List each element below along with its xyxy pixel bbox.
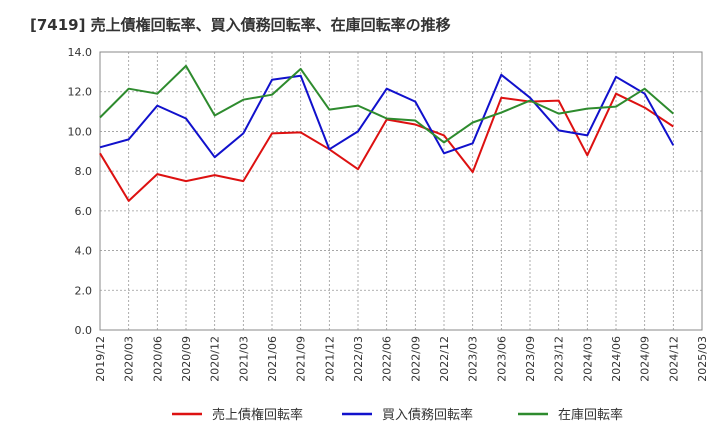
series-line-1: [99, 73, 675, 159]
series-line-2: [99, 64, 674, 144]
x-tick-label: 2023/09: [524, 336, 537, 382]
y-tick-label: 2.0: [75, 284, 93, 297]
x-tick-label: 2022/06: [381, 336, 394, 382]
legend-label-2: 在庫回転率: [558, 407, 623, 423]
x-tick-label: 2021/09: [295, 336, 308, 382]
y-tick-label: 8.0: [75, 165, 93, 178]
x-tick-label: 2020/12: [209, 336, 222, 382]
x-tick-label: 2025/03: [696, 336, 709, 382]
x-tick-label: 2020/03: [123, 336, 136, 382]
y-tick-label: 14.0: [68, 46, 93, 59]
x-tick-label: 2022/12: [438, 336, 451, 382]
x-tick-label: 2024/03: [581, 336, 594, 382]
x-tick-label: 2024/12: [667, 336, 680, 382]
y-tick-label: 6.0: [75, 205, 93, 218]
series-layer: [99, 64, 675, 202]
y-tick-label: 12.0: [68, 86, 93, 99]
legend-label-0: 売上債権回転率: [212, 407, 303, 423]
x-tick-label: 2021/03: [237, 336, 250, 382]
x-tick-label: 2020/06: [151, 336, 164, 382]
x-tick-label: 2024/06: [610, 336, 623, 382]
x-tick-label: 2021/06: [266, 336, 279, 382]
y-tick-label: 4.0: [75, 245, 93, 258]
x-tick-label: 2020/09: [180, 336, 193, 382]
x-tick-label: 2023/12: [553, 336, 566, 382]
grid-layer: [99, 51, 703, 331]
x-tick-label: 2023/06: [495, 336, 508, 382]
y-tick-label: 10.0: [68, 125, 93, 138]
x-tick-label: 2022/03: [352, 336, 365, 382]
plot-area: [99, 51, 703, 331]
chart-title: [7419] 売上債権回転率、買入債務回転率、在庫回転率の推移: [30, 16, 451, 34]
x-tick-label: 2019/12: [94, 336, 107, 382]
x-tick-label: 2024/09: [639, 336, 652, 382]
x-tick-label: 2021/12: [323, 336, 336, 382]
legend-layer: 売上債権回転率 買入債務回転率 在庫回転率: [172, 407, 623, 423]
legend-label-1: 買入債務回転率: [382, 407, 473, 423]
y-tick-label: 0.0: [75, 324, 93, 337]
x-tick-label: 2023/03: [467, 336, 480, 382]
axis-layer: 0.0 2.0 4.0 6.0 8.0 10.0 12.0 14.0 2019/12 2020/0…: [68, 46, 710, 382]
x-tick-label: 2022/09: [409, 336, 422, 382]
